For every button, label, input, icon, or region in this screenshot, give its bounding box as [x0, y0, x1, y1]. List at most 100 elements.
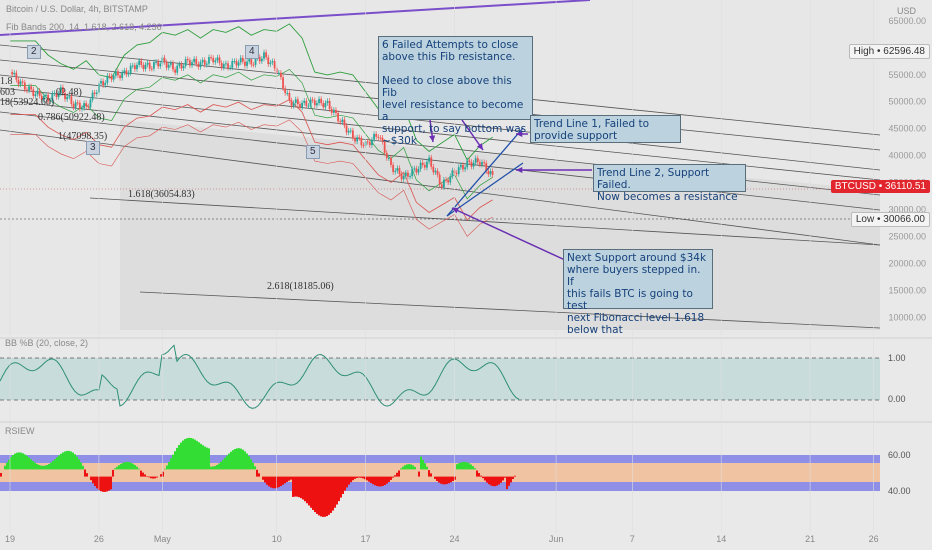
candle-body — [451, 170, 454, 177]
candle-body — [70, 96, 73, 104]
rsi-down-bar — [476, 470, 478, 477]
rsi-down-bar — [320, 476, 322, 517]
rsi-down-bar — [350, 476, 352, 483]
candle-body — [303, 100, 306, 103]
rsi-down-bar — [388, 476, 390, 482]
fib-label-2618: 2.618(18185.06) — [267, 281, 334, 292]
rsi-pane-label: RSIEW — [5, 426, 35, 436]
rsi-up-bar — [426, 466, 428, 470]
candle-body — [233, 61, 236, 63]
rsi-down-bar — [90, 476, 92, 481]
candle-body — [220, 62, 223, 68]
x-tick-label: 19 — [5, 534, 15, 544]
candle-body — [479, 162, 481, 165]
rsi-up-bar — [472, 466, 474, 470]
candle-body — [347, 130, 350, 133]
candle-body — [299, 104, 301, 108]
bb-line — [0, 344, 520, 409]
candle-body — [222, 64, 225, 68]
candle-body — [383, 141, 386, 153]
candle-body — [390, 157, 392, 165]
rsi-up-bar — [80, 462, 82, 470]
rsi-up-bar — [244, 451, 246, 470]
rsi-down-bar — [346, 476, 348, 488]
candle-body — [195, 58, 198, 64]
candle-body — [64, 93, 66, 100]
rsi-down-bar — [364, 476, 366, 480]
rsi-down-bar — [434, 476, 436, 479]
rsi-down-bar — [322, 476, 324, 517]
candle-body — [104, 82, 107, 86]
rsi-up-bar — [212, 466, 214, 470]
candle-body — [78, 102, 81, 109]
candle-body — [271, 61, 274, 63]
rsi-up-bar — [198, 442, 200, 470]
candle-body — [26, 89, 28, 91]
rsi-up-bar — [50, 462, 52, 470]
rsi-down-bar — [386, 476, 388, 484]
candle-body — [28, 86, 30, 91]
currency-label: USD — [897, 6, 917, 16]
rsi-down-bar — [310, 476, 312, 508]
x-tick-label: Jun — [549, 534, 564, 544]
candle-body — [335, 109, 337, 113]
rsi-down-bar — [160, 474, 162, 477]
rsi-down-bar — [304, 476, 306, 502]
rsi-down-bar — [360, 476, 362, 478]
candle-body — [212, 57, 215, 63]
rsi-down-bar — [340, 476, 342, 498]
candle-body — [349, 130, 352, 132]
rsi-down-bar — [484, 476, 486, 481]
annotation-trend-line-1: Trend Line 1, Failed to provide support — [530, 115, 681, 143]
rsi-down-bar — [342, 476, 344, 495]
candle-body — [95, 92, 98, 94]
candle-body — [265, 52, 268, 58]
candle-body — [371, 139, 373, 146]
candle-body — [305, 100, 308, 106]
rsi-down-bar — [358, 476, 360, 478]
candle-body — [474, 158, 477, 163]
rsi-up-bar — [410, 464, 412, 470]
candle-body — [148, 62, 151, 69]
rsi-down-bar — [142, 472, 144, 477]
rsi-down-bar — [154, 476, 156, 479]
bb-percent-b-line — [0, 344, 520, 409]
candle-body — [417, 169, 420, 173]
candle-body — [117, 71, 119, 76]
candle-body — [51, 93, 54, 101]
indicator-title: Fib Bands 200, 14, 1.618, 2.618, 4.236 — [6, 22, 162, 32]
y-tick-label: 50000.00 — [888, 97, 926, 107]
candle-body — [449, 176, 452, 183]
rsi-down-bar — [318, 476, 320, 516]
rsi-up-bar — [404, 465, 406, 470]
candle-body — [409, 176, 411, 178]
candle-body — [11, 72, 14, 75]
rsi-up-bar — [74, 454, 76, 470]
rsi-up-bar — [216, 464, 218, 470]
rsi-up-bar — [138, 468, 140, 470]
candle-body — [354, 138, 356, 142]
rsi-tick-upper: 60.00 — [888, 450, 911, 460]
rsi-up-bar — [6, 462, 8, 470]
candle-body — [229, 67, 232, 69]
rsi-up-bar — [170, 458, 172, 470]
rsi-down-bar — [284, 476, 286, 484]
fib-label-0786: 0.786(50922.48) — [38, 112, 105, 123]
rsi-up-bar — [166, 465, 168, 470]
rsi-down-bar — [392, 476, 394, 478]
candle-body — [343, 119, 346, 126]
rsi-up-bar — [178, 445, 180, 470]
rsi-down-bar — [294, 476, 296, 497]
candle-body — [102, 81, 105, 86]
rsi-down-bar — [418, 471, 420, 477]
candle-body — [381, 137, 384, 142]
rsi-down-bar — [486, 476, 488, 483]
rsi-up-bar — [248, 456, 250, 470]
rsi-up-bar — [414, 466, 416, 470]
rsi-up-bar — [82, 465, 84, 470]
rsi-up-bar — [118, 465, 120, 470]
rsi-up-bar — [30, 459, 32, 470]
rsi-up-bar — [190, 438, 192, 470]
candle-body — [438, 174, 441, 185]
candle-body — [205, 63, 208, 65]
